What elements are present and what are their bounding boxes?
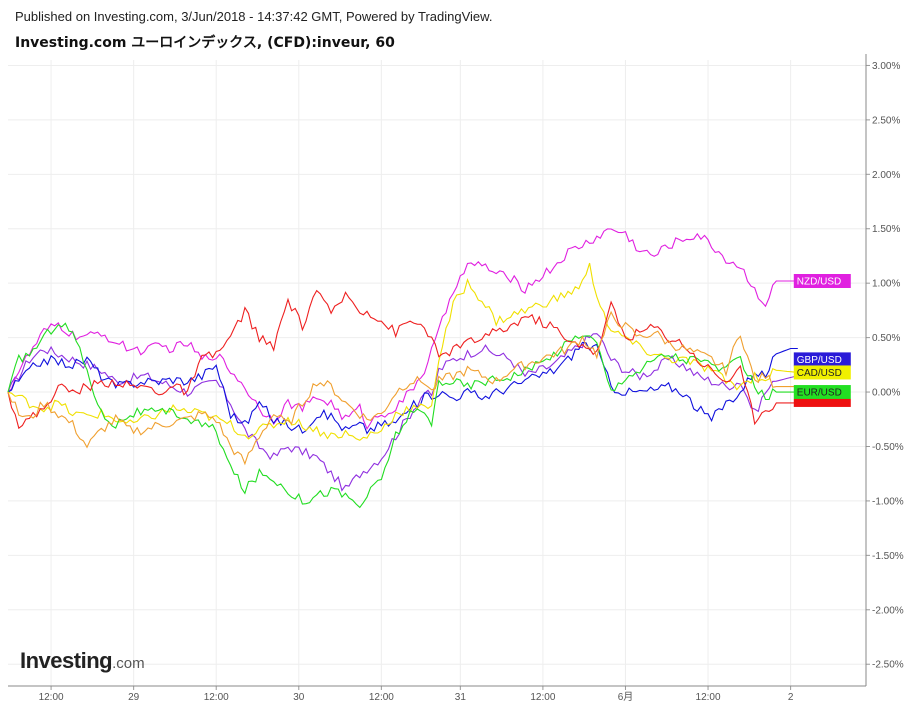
end-label-box [793, 385, 851, 400]
x-tick-label: 12:00 [530, 692, 555, 703]
series-line [7, 341, 798, 435]
series-lines [7, 228, 798, 509]
x-tick-label: 12:00 [39, 692, 64, 703]
published-note: Published on Investing.com, 3/Jun/2018 -… [15, 9, 493, 24]
end-label-text: GBP/USD [797, 355, 842, 366]
end-labels: NZD/USD GBP/USD CAD/USD EUR/USD [793, 274, 851, 407]
y-tick-label: 3.00% [872, 61, 900, 72]
series-line [7, 262, 798, 441]
x-tick-label: 29 [128, 692, 140, 703]
y-tick-label: -1.00% [872, 496, 904, 507]
y-tick-label: 0.00% [872, 388, 900, 399]
x-tick-label: 12:00 [369, 692, 394, 703]
logo-suffix: .com [112, 655, 145, 672]
x-tick-label: 12:00 [696, 692, 721, 703]
series-line [7, 228, 798, 431]
x-tick-label: 6月 [618, 691, 634, 703]
series-line [7, 322, 798, 509]
y-tick-label: 1.00% [872, 279, 900, 290]
y-tick-label: -0.50% [872, 442, 904, 453]
chart-title: Investing.com ユーロインデックス, (CFD):inveur, 6… [15, 35, 395, 51]
x-tick-label: 30 [293, 692, 305, 703]
end-label-text: EUR/USD [797, 388, 842, 399]
x-tick-label: 2 [788, 692, 794, 703]
y-tick-label: -2.00% [872, 605, 904, 616]
y-tick-label: -2.50% [872, 660, 904, 671]
series-line [7, 333, 798, 492]
end-label-box-red [793, 398, 851, 407]
series-line [7, 310, 798, 466]
grid [8, 60, 866, 686]
series-line [7, 289, 798, 430]
end-label-text: NZD/USD [797, 277, 841, 288]
end-label-box [793, 365, 851, 380]
end-label-box [793, 352, 851, 367]
logo-main: Investing [20, 648, 113, 673]
end-label-box [793, 274, 851, 289]
y-tick-label: 0.50% [872, 333, 900, 344]
investing-logo: Investing.com [20, 648, 145, 674]
y-tick-label: 1.50% [872, 224, 900, 235]
y-tick-label: 2.00% [872, 170, 900, 181]
x-tick-label: 12:00 [204, 692, 229, 703]
y-tick-label: -1.50% [872, 551, 904, 562]
x-tick-label: 31 [455, 692, 467, 703]
end-label-text: CAD/USD [797, 368, 842, 379]
axis: 3.00% 2.50% 2.00% 1.50% 1.00% 0.50% 0.00% -0.50… [8, 54, 904, 703]
y-tick-label: 2.50% [872, 115, 900, 126]
